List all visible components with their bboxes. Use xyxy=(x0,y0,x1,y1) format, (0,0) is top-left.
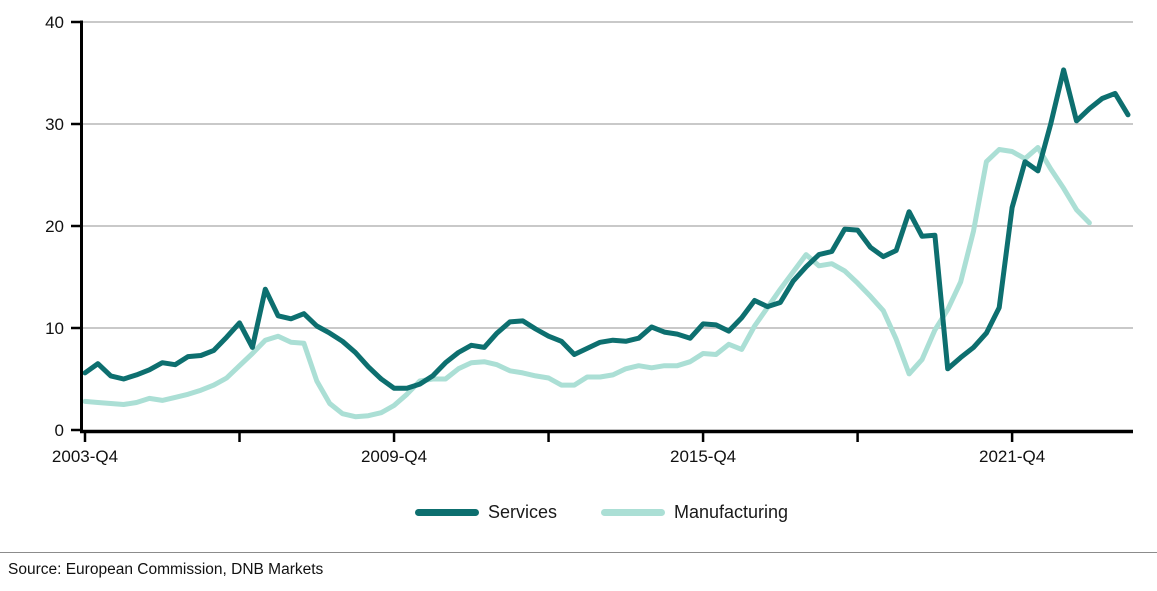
y-tick-label-30: 30 xyxy=(45,115,64,134)
manufacturing-line xyxy=(82,145,1092,420)
source-attribution: Source: European Commission, DNB Markets xyxy=(8,561,324,578)
legend-label-services: Services xyxy=(487,502,557,522)
x-tick-label-2009-Q4: 2009-Q4 xyxy=(361,447,427,466)
y-tick-label-0: 0 xyxy=(55,421,64,440)
x-tick-label-2021-Q4: 2021-Q4 xyxy=(979,447,1045,466)
chart-legend: Services Manufacturing xyxy=(0,503,1157,521)
legend-item-manufacturing: Manufacturing xyxy=(600,502,789,522)
services-line-swatch xyxy=(414,508,479,516)
services-line xyxy=(82,67,1131,391)
legend-item-services: Services xyxy=(414,502,557,522)
y-tick-label-10: 10 xyxy=(45,319,64,338)
footer-divider xyxy=(0,552,1157,553)
manufacturing-line-swatch xyxy=(600,508,665,516)
x-tick-label-2003-Q4: 2003-Q4 xyxy=(52,447,118,466)
y-tick-label-40: 40 xyxy=(45,13,64,32)
y-tick-label-20: 20 xyxy=(45,217,64,236)
legend-label-manufacturing: Manufacturing xyxy=(673,502,789,522)
x-tick-label-2015-Q4: 2015-Q4 xyxy=(670,447,736,466)
line-chart: 0 10 20 30 40 2003-Q4 2009-Q4 2015-Q4 2021-Q4 xyxy=(45,13,1133,466)
